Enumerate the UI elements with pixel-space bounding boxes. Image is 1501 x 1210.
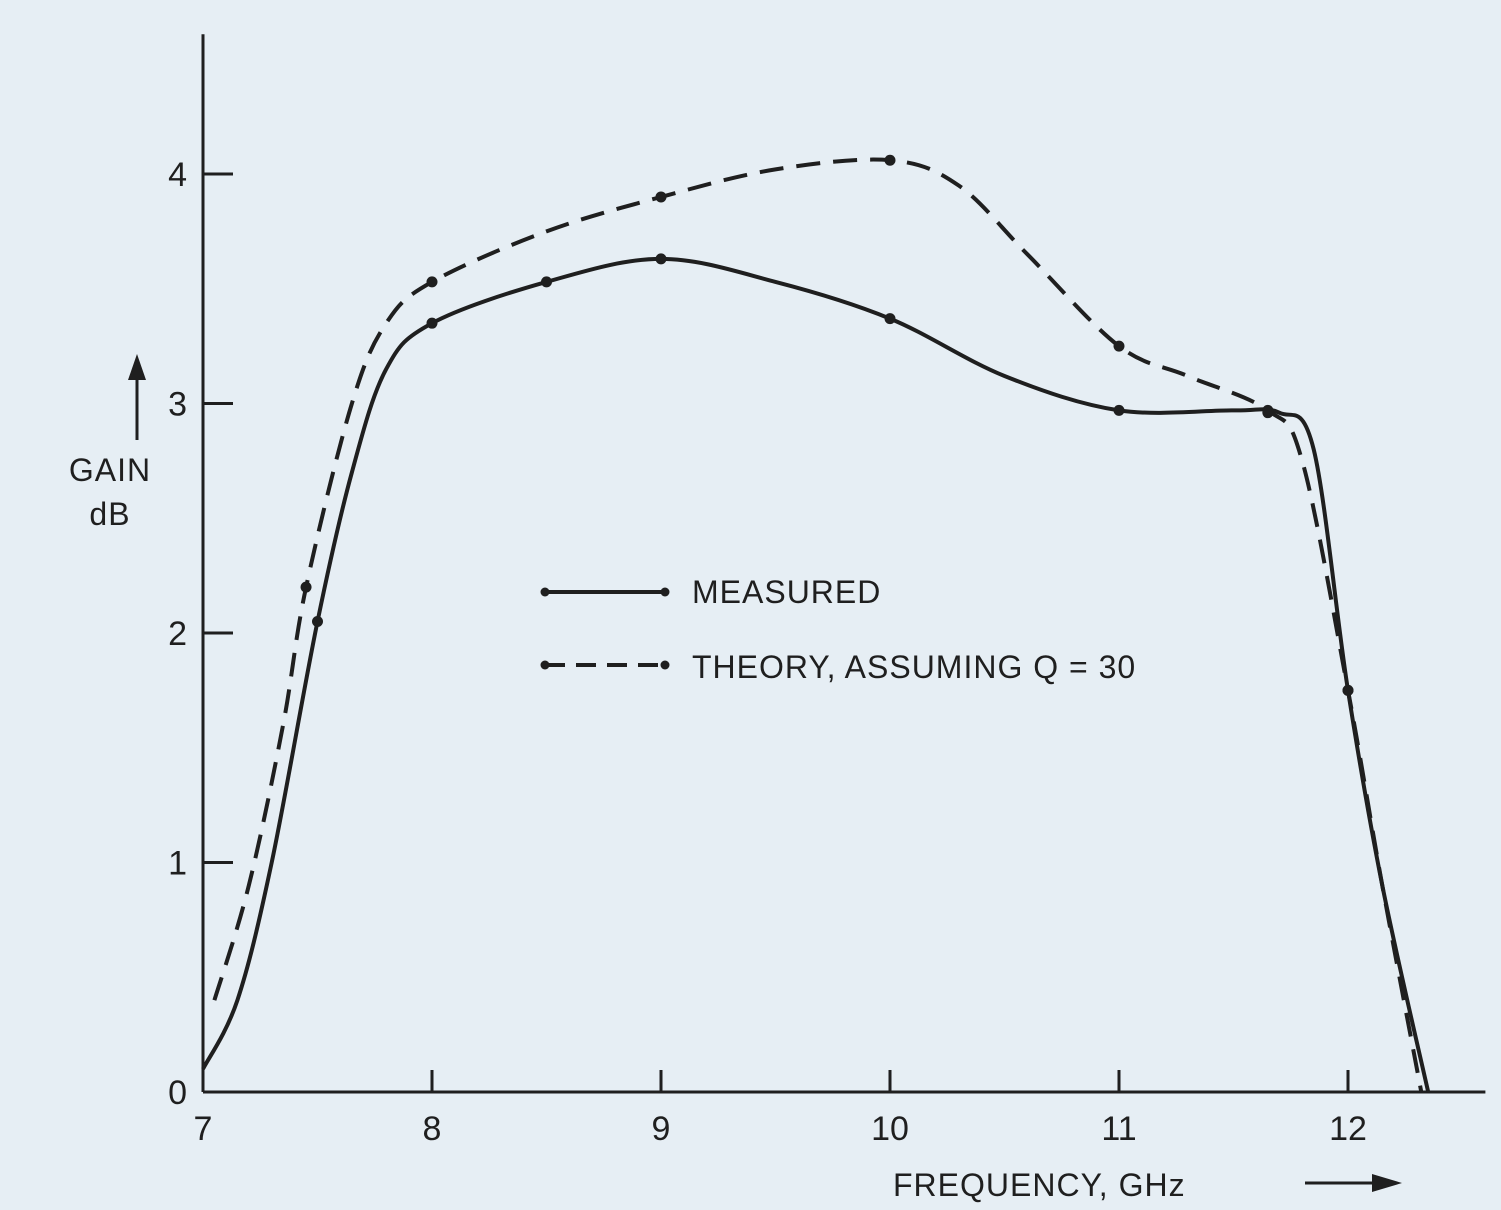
y-tick-label: 0 (168, 1074, 187, 1112)
right-arrow-icon (1372, 1174, 1402, 1192)
y-tick-label: 2 (168, 615, 187, 653)
y-axis-title-line2: dB (89, 496, 130, 532)
legend-label-theory: THEORY, ASSUMING Q = 30 (692, 649, 1136, 685)
legend-entry-measured: MEASURED (540, 574, 881, 610)
x-tick-label: 10 (871, 1110, 909, 1148)
series (201, 154, 1431, 1093)
data-point-measured (541, 276, 552, 288)
legend-label-measured: MEASURED (692, 574, 881, 610)
data-point-measured (426, 317, 438, 329)
x-tick-label: 7 (194, 1110, 213, 1148)
y-axis-title: GAIN dB (69, 354, 151, 532)
y-tick-label: 4 (168, 156, 187, 194)
data-point-measured (884, 313, 896, 325)
x-tick-label: 8 (423, 1110, 442, 1148)
x-tick-label: 11 (1101, 1110, 1136, 1148)
data-point-measured (655, 253, 667, 265)
legend-entry-theory: THEORY, ASSUMING Q = 30 (540, 649, 1136, 685)
series-line-theory (212, 157, 1424, 1093)
y-tick-label: 1 (168, 845, 187, 883)
data-point-theory (1113, 340, 1125, 352)
data-point-theory (1262, 404, 1274, 416)
data-point-measured (1113, 404, 1125, 416)
y-tick-label: 3 (168, 386, 187, 424)
legend: MEASURED THEORY, ASSUMING Q = 30 (540, 574, 1136, 685)
x-axis-title-text: FREQUENCY, GHz (893, 1167, 1186, 1203)
series-line-measured (201, 256, 1431, 1093)
legend-marker (540, 660, 550, 670)
data-point-theory (1342, 684, 1354, 696)
data-point-theory (655, 191, 667, 203)
x-tick-label: 9 (652, 1110, 671, 1148)
x-axis-title: FREQUENCY, GHz (893, 1167, 1402, 1203)
axes (201, 34, 1486, 1094)
legend-marker (660, 660, 670, 670)
data-point-theory (426, 276, 438, 288)
y-axis-title-line1: GAIN (69, 452, 151, 488)
data-point-theory (300, 581, 312, 593)
up-arrow-icon (128, 354, 146, 380)
data-point-theory (884, 154, 896, 166)
legend-marker (660, 587, 670, 597)
x-tick-label: 12 (1329, 1110, 1367, 1148)
legend-marker (540, 587, 550, 597)
data-point-measured (312, 616, 323, 628)
